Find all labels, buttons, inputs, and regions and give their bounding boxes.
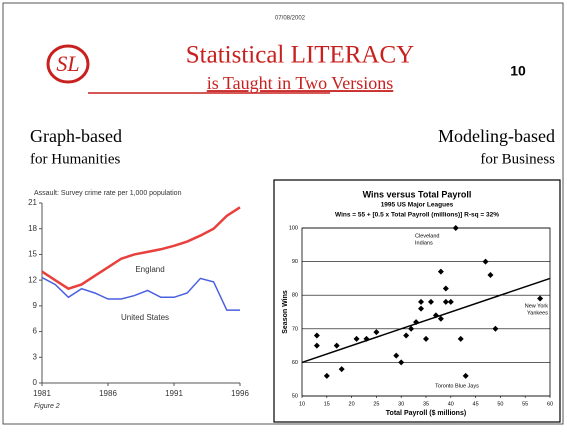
date: 07/08/2002: [275, 16, 306, 22]
page-number: 10: [510, 63, 526, 79]
point: [482, 258, 489, 265]
y-tick-label: 15: [28, 250, 37, 259]
point: [432, 312, 439, 319]
x-axis-label: Total Payroll ($ millions): [386, 410, 466, 417]
annotation: Indians: [415, 240, 433, 246]
point: [313, 342, 320, 349]
x-tick-label: 1991: [165, 389, 183, 398]
x-tick-label: 15: [324, 401, 330, 407]
point: [418, 298, 425, 305]
y-axis-label: Season Wins: [282, 290, 289, 334]
x-tick-label: 35: [423, 401, 429, 407]
y-tick-label: 80: [292, 293, 298, 299]
point: [413, 319, 420, 326]
point: [492, 325, 499, 332]
point: [333, 342, 340, 349]
logo: SL: [46, 44, 90, 84]
x-tick-label: 55: [522, 401, 528, 407]
logo-text: SL: [56, 51, 79, 76]
point: [457, 335, 464, 342]
x-tick-label: 60: [547, 401, 553, 407]
title: Statistical LITERACY: [186, 42, 414, 69]
point: [418, 305, 425, 312]
point: [408, 325, 415, 332]
series-label: England: [135, 265, 164, 274]
chart-title: Wins versus Total Payroll: [363, 189, 472, 199]
point: [393, 352, 400, 359]
trendline: [301, 277, 551, 364]
chart-equation: Wins = 55 + [0.5 x Total Payroll (millio…: [335, 212, 499, 219]
point: [338, 366, 345, 373]
chart-caption: Figure 2: [34, 403, 60, 410]
series-label: United States: [121, 313, 169, 322]
y-tick-label: 9: [33, 301, 38, 310]
y-tick-label: 100: [289, 225, 298, 231]
point: [423, 335, 429, 342]
y-tick-label: 12: [28, 275, 37, 284]
left-heading: Graph-based: [30, 126, 122, 146]
point: [427, 298, 434, 305]
y-tick-label: 21: [28, 198, 37, 207]
chart-subtitle: 1995 US Major Leagues: [381, 202, 454, 209]
point: [442, 285, 449, 292]
point: [437, 268, 444, 275]
point: [323, 372, 330, 379]
annotation: Cleveland: [415, 233, 439, 239]
point: [437, 315, 444, 322]
x-tick-label: 1996: [231, 389, 249, 398]
point: [447, 298, 454, 305]
annotation: Toronto Blue Jays: [435, 383, 479, 389]
point: [452, 225, 459, 231]
y-tick-label: 3: [33, 352, 38, 361]
point: [363, 335, 370, 342]
x-tick-label: 1986: [99, 389, 117, 398]
point: [442, 298, 449, 305]
y-tick-label: 90: [292, 259, 298, 265]
annotation: New York: [525, 303, 548, 309]
point: [398, 359, 405, 366]
x-tick-label: 50: [497, 401, 503, 407]
left-subheading: for Humanities: [30, 151, 121, 167]
x-tick-label: 10: [299, 401, 305, 407]
y-tick-label: 18: [28, 224, 37, 233]
y-tick-label: 60: [292, 360, 298, 366]
x-tick-label: 30: [398, 401, 404, 407]
point: [537, 295, 544, 302]
x-tick-label: 45: [473, 401, 479, 407]
y-tick-label: 0: [33, 378, 38, 387]
y-tick-label: 70: [292, 326, 298, 332]
x-tick-label: 20: [349, 401, 355, 407]
point: [353, 335, 360, 342]
right-subheading: for Business: [480, 151, 555, 167]
point: [487, 272, 494, 279]
point: [313, 332, 320, 339]
x-tick-label: 40: [448, 401, 454, 407]
x-tick-label: 1981: [33, 389, 51, 398]
point: [373, 329, 380, 336]
point: [462, 372, 469, 379]
chart-title: Assault: Survey crime rate per 1,000 pop…: [34, 190, 182, 197]
subtitle: is Taught in Two Versions: [207, 73, 394, 93]
right-heading: Modeling-based: [438, 126, 555, 146]
line-series: [41, 276, 240, 311]
annotation: Yankees: [527, 310, 548, 316]
point: [403, 332, 410, 339]
line-series: [41, 206, 241, 291]
scatter-frame: [273, 179, 561, 423]
x-tick-label: 25: [373, 401, 379, 407]
y-tick-label: 6: [33, 327, 38, 336]
y-tick-label: 50: [292, 393, 298, 399]
